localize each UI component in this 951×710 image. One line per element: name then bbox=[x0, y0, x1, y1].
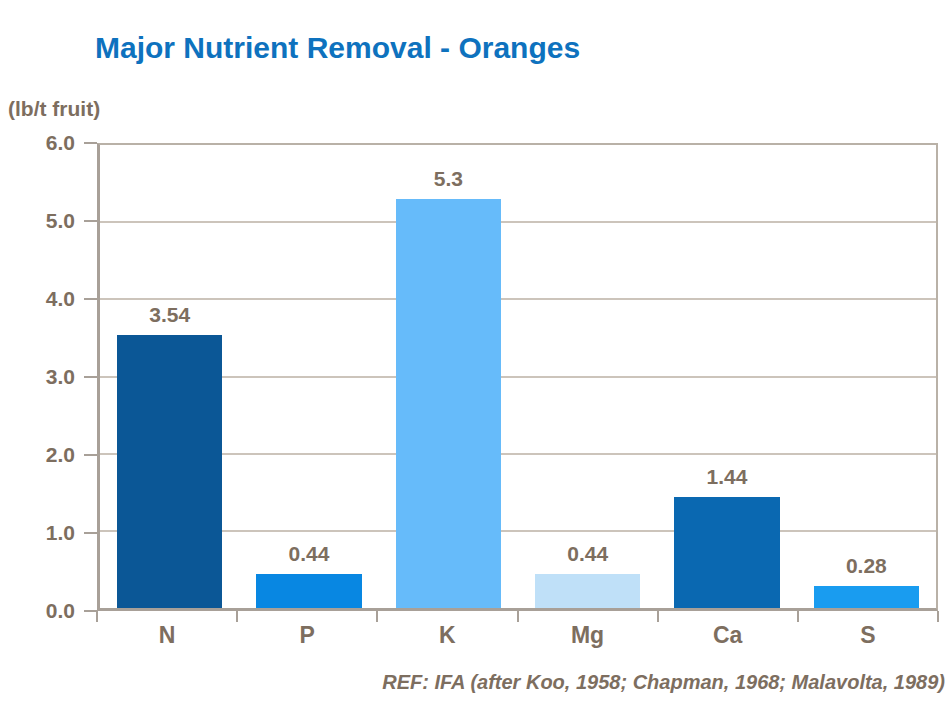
y-tick-label: 6.0 bbox=[25, 130, 75, 156]
bar-slot-N: 3.54 bbox=[100, 145, 239, 608]
bar-S bbox=[814, 586, 919, 608]
bars-layer: 3.54 0.44 5.3 0.44 1.44 0.28 bbox=[100, 145, 936, 608]
bar-slot-Ca: 1.44 bbox=[657, 145, 796, 608]
x-category-label-S: S bbox=[798, 622, 938, 649]
x-category-label-K: K bbox=[377, 622, 517, 649]
x-tick-mark bbox=[517, 611, 519, 622]
y-tick-mark bbox=[84, 220, 97, 222]
bar-Ca bbox=[674, 497, 779, 608]
bar-value-label-K: 5.3 bbox=[379, 167, 518, 191]
bar-slot-K: 5.3 bbox=[379, 145, 518, 608]
bar-value-label-S: 0.28 bbox=[797, 554, 936, 578]
bar-value-label-Ca: 1.44 bbox=[657, 465, 796, 489]
x-category-label-N: N bbox=[97, 622, 237, 649]
x-tick-mark bbox=[236, 611, 238, 622]
bar-Mg bbox=[535, 574, 640, 608]
y-axis-unit-label: (lb/t fruit) bbox=[8, 97, 100, 121]
chart-canvas: Major Nutrient Removal - Oranges (lb/t f… bbox=[0, 0, 951, 710]
x-category-label-Mg: Mg bbox=[517, 622, 657, 649]
bar-K bbox=[396, 199, 501, 608]
bar-slot-S: 0.28 bbox=[797, 145, 936, 608]
y-tick-label: 1.0 bbox=[25, 520, 75, 546]
y-tick-mark bbox=[84, 298, 97, 300]
bar-value-label-P: 0.44 bbox=[239, 542, 378, 566]
x-tick-mark bbox=[96, 611, 98, 622]
bar-P bbox=[256, 574, 361, 608]
x-tick-mark bbox=[937, 611, 939, 622]
y-tick-mark bbox=[84, 376, 97, 378]
y-tick-label: 2.0 bbox=[25, 442, 75, 468]
y-tick-mark bbox=[84, 532, 97, 534]
y-tick-label: 0.0 bbox=[25, 598, 75, 624]
reference-note: REF: IFA (after Koo, 1958; Chapman, 1968… bbox=[382, 671, 945, 694]
bar-slot-P: 0.44 bbox=[239, 145, 378, 608]
x-tick-mark bbox=[376, 611, 378, 622]
x-axis-category-labels: NPKMgCaS bbox=[97, 622, 938, 649]
bar-slot-Mg: 0.44 bbox=[518, 145, 657, 608]
y-tick-label: 5.0 bbox=[25, 208, 75, 234]
x-category-label-Ca: Ca bbox=[658, 622, 798, 649]
bar-value-label-Mg: 0.44 bbox=[518, 542, 657, 566]
plot-area: 3.54 0.44 5.3 0.44 1.44 0.28 bbox=[97, 143, 938, 611]
chart-title: Major Nutrient Removal - Oranges bbox=[95, 31, 580, 65]
bar-value-label-N: 3.54 bbox=[100, 303, 239, 327]
y-tick-label: 3.0 bbox=[25, 364, 75, 390]
x-tick-mark bbox=[797, 611, 799, 622]
x-tick-mark bbox=[657, 611, 659, 622]
y-tick-mark bbox=[84, 454, 97, 456]
y-tick-label: 4.0 bbox=[25, 286, 75, 312]
y-tick-mark bbox=[84, 142, 97, 144]
x-category-label-P: P bbox=[237, 622, 377, 649]
bar-N bbox=[117, 335, 222, 608]
